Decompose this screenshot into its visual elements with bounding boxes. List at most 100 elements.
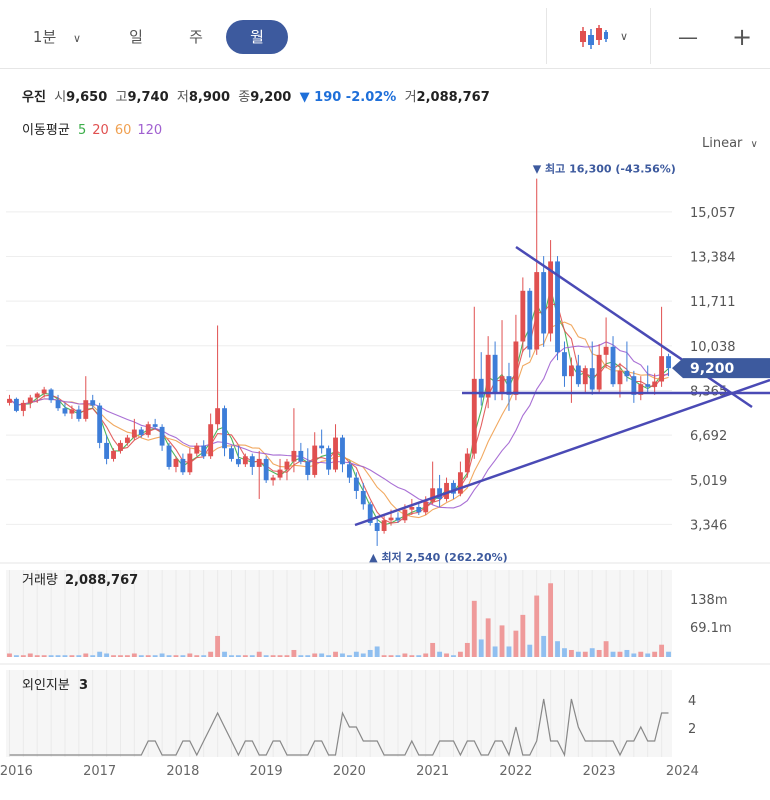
volume-bar [277, 655, 283, 657]
candle-body [471, 378, 477, 454]
volume-bar [235, 655, 241, 657]
candle-body [367, 504, 373, 523]
candle-body [319, 445, 325, 449]
candle-body [430, 488, 436, 502]
candle-body [13, 398, 19, 411]
candle-body [131, 429, 137, 438]
candle-body [222, 408, 227, 449]
candle-body [624, 370, 630, 377]
candle-body [457, 472, 463, 494]
volume-bar [263, 655, 269, 657]
volume-bar [201, 655, 207, 657]
volume-panel-label: 거래량 [22, 573, 58, 588]
volume-bar [118, 655, 123, 657]
volume-bar [499, 625, 505, 657]
tab-day[interactable]: 일 [129, 28, 143, 46]
candle-body [596, 354, 602, 390]
candle-body [97, 405, 103, 443]
high-label: 고 [115, 90, 128, 105]
toolbar-divider [546, 8, 547, 64]
volume-bar [270, 655, 276, 657]
candle-body [104, 442, 110, 459]
volume-bar [222, 651, 227, 657]
candle-body [152, 424, 158, 427]
candle-body [305, 461, 311, 475]
candle-body [575, 365, 581, 385]
x-tick-label: 2020 [333, 764, 366, 779]
volume-bar [645, 653, 651, 657]
price-tick-label: 15,057 [690, 206, 736, 221]
volume-bar [34, 655, 40, 657]
candle-body [145, 424, 151, 435]
candle-body [513, 341, 519, 395]
volume-bar [374, 646, 380, 657]
candle-body [485, 354, 491, 398]
candle-body [541, 272, 547, 334]
candle-body [610, 346, 616, 385]
volume-bar [388, 655, 394, 657]
candle-body [235, 458, 241, 465]
volume-bar [402, 653, 408, 657]
volume-bar [582, 651, 588, 657]
volume-bar [506, 646, 512, 657]
candle-body [346, 464, 352, 478]
candle-body [666, 356, 671, 369]
low-label: 저 [176, 90, 189, 105]
candle-body [589, 368, 595, 390]
foreign-tick-label: 2 [688, 722, 696, 737]
candle-body [256, 458, 262, 467]
volume-bar [638, 651, 644, 657]
candle-body [326, 448, 332, 470]
zoom-in-button[interactable]: + [731, 23, 753, 51]
foreign-panel-value: 3 [79, 678, 88, 693]
close-value: 9,200 [250, 90, 292, 105]
candle-body [562, 352, 567, 377]
ma-period-120: 120 [137, 123, 163, 138]
candle-body [492, 354, 498, 393]
open-label: 시 [54, 90, 67, 105]
change-value: ▼ 190 -2.02% [299, 90, 397, 105]
candle-body [645, 384, 651, 387]
volume-bar [603, 641, 609, 657]
moving-average-periods: 5 20 60 120 [74, 123, 162, 138]
volume-bar [208, 651, 214, 657]
volume-bar [13, 655, 19, 657]
candle-body [638, 384, 644, 395]
zoom-out-button[interactable]: — [678, 25, 698, 49]
volume-bar [83, 653, 89, 657]
price-tick-label: 13,384 [690, 251, 736, 266]
scale-mode-dropdown[interactable]: Linear ∨ [702, 136, 758, 151]
volume-bar [97, 651, 103, 657]
moving-average-legend: 이동평균 5 20 60 120 [22, 119, 162, 138]
volume-bar [90, 655, 96, 657]
candle-body [416, 506, 422, 513]
volume-value: 2,088,767 [416, 90, 490, 105]
price-tick-label: 3,346 [690, 518, 727, 533]
candle-body [603, 346, 609, 355]
candle-body [381, 520, 387, 531]
volume-bar [451, 655, 456, 657]
period-1min-dropdown[interactable]: 1분 ∨ [22, 20, 92, 54]
candle-body [215, 408, 221, 425]
candle-body [534, 272, 540, 350]
ma-period-20: 20 [92, 123, 109, 138]
tab-week[interactable]: 주 [189, 28, 203, 46]
volume-bar [291, 649, 297, 657]
x-tick-label: 2021 [416, 764, 449, 779]
candle-body [437, 488, 443, 499]
volume-bar [520, 614, 526, 657]
volume-bar [652, 651, 658, 657]
tab-month[interactable]: 월 [226, 20, 288, 54]
volume-bar [305, 655, 311, 657]
volume-bar [430, 642, 436, 657]
volume-bar [464, 642, 470, 657]
volume-bar [471, 600, 477, 657]
volume-bar [575, 651, 581, 657]
chart-type-dropdown[interactable]: ∨ [560, 20, 642, 54]
volume-bar [485, 618, 491, 657]
volume-bar [298, 655, 304, 657]
candle-body [118, 442, 123, 451]
x-tick-label: 2024 [666, 764, 699, 779]
volume-bar [229, 655, 234, 657]
